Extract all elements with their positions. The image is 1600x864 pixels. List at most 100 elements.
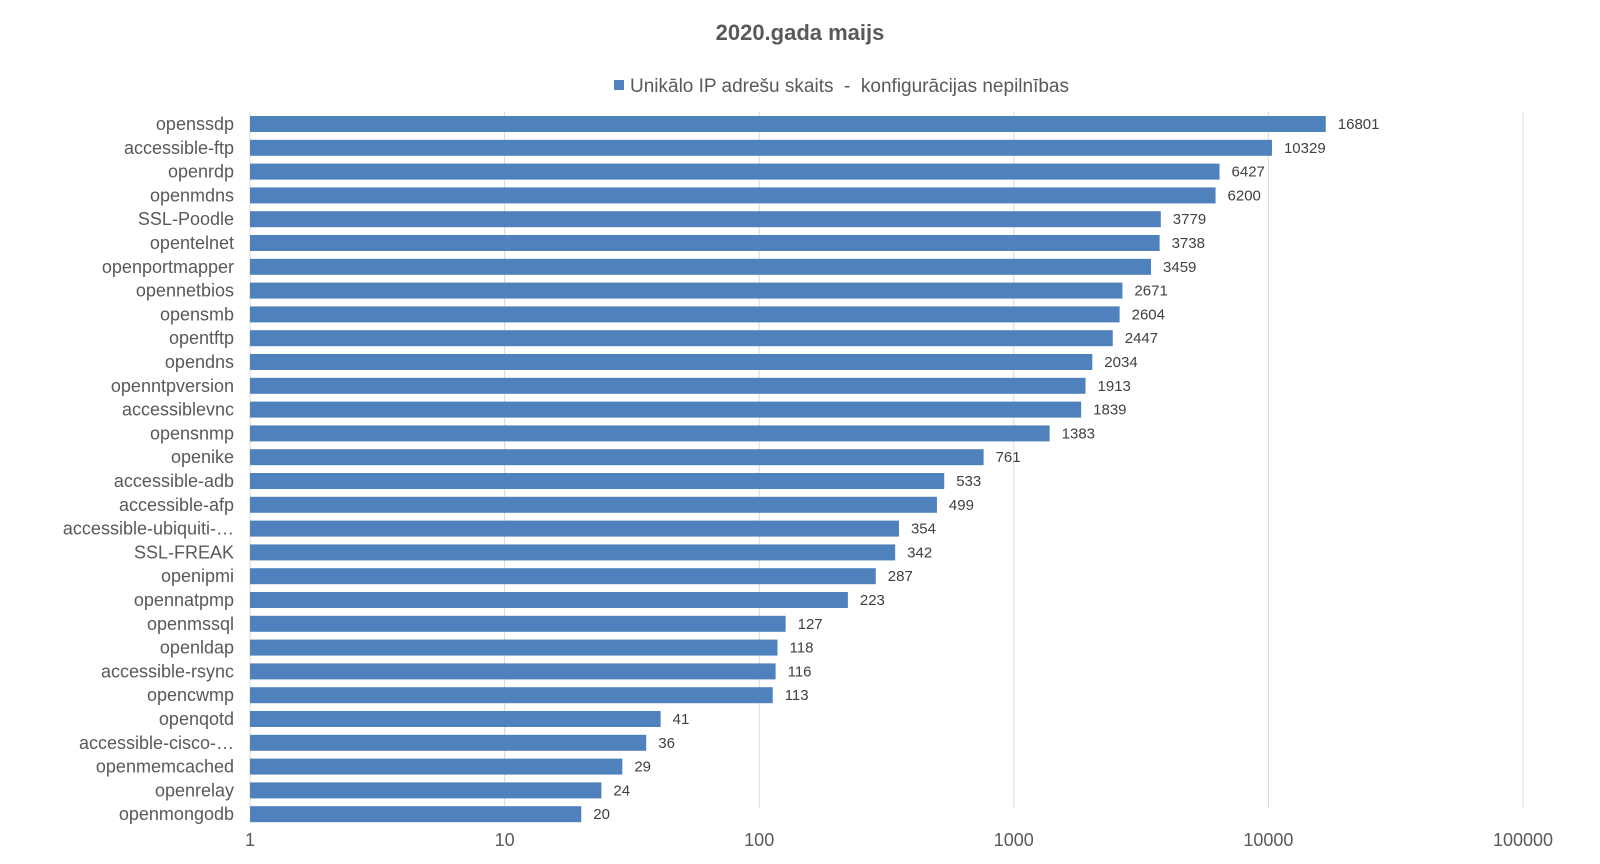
- data-label: 1913: [1098, 378, 1131, 395]
- data-label: 533: [956, 473, 981, 490]
- bar: [250, 282, 1123, 299]
- data-label: 2447: [1125, 330, 1158, 347]
- category-label: openrelay: [155, 780, 234, 800]
- bar: [250, 306, 1120, 323]
- category-label: opennatpmp: [134, 590, 234, 610]
- data-label: 761: [996, 449, 1021, 466]
- category-label: openportmapper: [102, 257, 234, 277]
- category-label: opentelnet: [150, 233, 234, 253]
- data-label: 1839: [1093, 402, 1126, 419]
- category-label: SSL-Poodle: [138, 209, 234, 229]
- x-tick-label: 10000: [1243, 830, 1293, 850]
- data-label: 223: [860, 592, 885, 609]
- data-label: 29: [634, 759, 651, 776]
- data-label: 10329: [1284, 140, 1326, 157]
- data-label: 287: [888, 568, 913, 585]
- category-label: accessible-rsync: [101, 661, 234, 681]
- bar: [250, 163, 1220, 180]
- legend-label: Unikālo IP adrešu skaits - konfigurācija…: [630, 76, 1069, 97]
- category-label: openldap: [160, 638, 234, 658]
- data-label: 20: [593, 806, 610, 823]
- bar: [250, 116, 1326, 132]
- data-label: 36: [658, 735, 675, 752]
- bar: [250, 806, 582, 823]
- x-tick-label: 100000: [1493, 830, 1553, 850]
- data-label: 24: [613, 782, 630, 799]
- bar: [250, 663, 776, 680]
- data-label: 3459: [1163, 259, 1196, 276]
- category-label: accessible-ftp: [124, 138, 234, 158]
- category-label: openmssql: [147, 614, 234, 634]
- bar: [250, 187, 1216, 204]
- category-label: openmongodb: [119, 804, 234, 824]
- category-label: openqotd: [159, 709, 234, 729]
- bar: [250, 425, 1050, 442]
- category-label: opensmb: [160, 304, 234, 324]
- category-label: accessible-adb: [114, 471, 234, 491]
- bar: [250, 139, 1272, 156]
- data-label: 6427: [1232, 164, 1265, 181]
- category-label: opentftp: [169, 328, 234, 348]
- data-label: 127: [798, 616, 823, 633]
- bar: [250, 473, 945, 489]
- category-label: openntpversion: [111, 376, 234, 396]
- data-label: 6200: [1228, 187, 1261, 204]
- bar: [250, 235, 1160, 251]
- data-label: 342: [907, 544, 932, 561]
- category-label: openmemcached: [96, 757, 234, 777]
- bar: [250, 639, 778, 656]
- category-label: opendns: [165, 352, 234, 372]
- bars: [250, 116, 1326, 823]
- data-label: 113: [785, 687, 809, 704]
- bar: [250, 520, 899, 537]
- data-label: 2034: [1104, 354, 1137, 371]
- data-label: 118: [790, 640, 814, 657]
- bar: [250, 711, 661, 727]
- category-label: accessiblevnc: [122, 400, 234, 420]
- bar: [250, 377, 1086, 394]
- legend-swatch: [614, 80, 624, 90]
- data-label: 354: [911, 521, 936, 538]
- bar: [250, 592, 848, 608]
- bar: [250, 687, 773, 704]
- category-label: openssdp: [156, 114, 234, 134]
- bar: [250, 758, 623, 775]
- legend: Unikālo IP adrešu skaits - konfigurācija…: [614, 76, 1069, 97]
- data-label: 2671: [1134, 283, 1167, 300]
- bar: [250, 568, 876, 585]
- category-label: accessible-afp: [119, 495, 234, 515]
- data-label: 2604: [1132, 306, 1165, 323]
- x-tick-label: 1000: [994, 830, 1034, 850]
- x-tick-label: 1: [245, 830, 255, 850]
- category-label: opencwmp: [147, 685, 234, 705]
- bar: [250, 401, 1082, 418]
- bar: [250, 354, 1093, 370]
- category-label: opennetbios: [136, 281, 234, 301]
- category-label: openmdns: [150, 185, 234, 205]
- data-label: 3779: [1173, 211, 1206, 228]
- data-label: 41: [673, 711, 690, 728]
- x-tick-label: 10: [495, 830, 515, 850]
- category-label: accessible-cisco-…: [79, 733, 234, 753]
- category-label: openipmi: [161, 566, 234, 586]
- data-label: 16801: [1338, 116, 1380, 133]
- x-axis-tick-labels: 1 10 100 1000 10000 100000: [245, 830, 1553, 850]
- x-tick-label: 100: [744, 830, 774, 850]
- bar: [250, 615, 786, 632]
- data-label: 3738: [1172, 235, 1205, 252]
- data-label: 116: [788, 663, 812, 680]
- bar: [250, 211, 1161, 228]
- category-label: openike: [171, 447, 234, 467]
- bar: [250, 258, 1152, 275]
- bar: [250, 496, 937, 513]
- bar: [250, 734, 647, 751]
- category-label: opensnmp: [150, 423, 234, 443]
- category-label: accessible-ubiquiti-…: [63, 519, 234, 539]
- chart-title: 2020.gada maijs: [716, 20, 885, 45]
- bar: [250, 330, 1113, 347]
- category-label: SSL-FREAK: [134, 542, 234, 562]
- bar: [250, 449, 984, 466]
- category-labels: openssdp accessible-ftp openrdp openmdns SSL…: [63, 114, 234, 824]
